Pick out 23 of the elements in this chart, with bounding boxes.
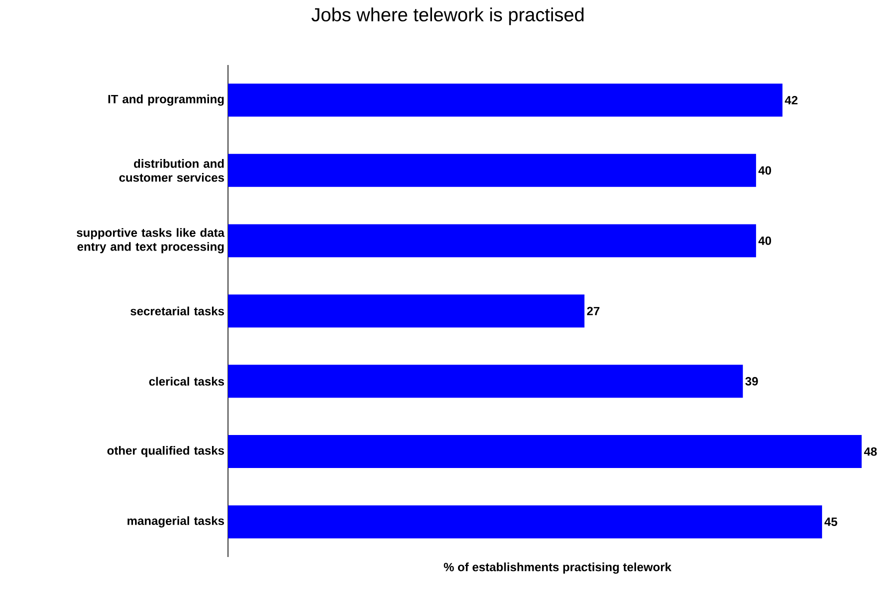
- bar: [228, 224, 756, 258]
- y-tick-label: IT and programming: [108, 94, 224, 106]
- bar: [228, 364, 743, 398]
- y-tick-label: clerical tasks: [149, 376, 224, 386]
- bar: [228, 154, 756, 187]
- bar: [228, 294, 584, 328]
- chart-title: Jobs where telework is practised: [312, 8, 584, 26]
- bar: [228, 505, 822, 538]
- y-tick-label: distribution and customer services: [119, 159, 224, 182]
- y-tick-label: supportive tasks like data entry and text processing: [76, 228, 225, 254]
- data-label: 48: [864, 447, 877, 456]
- data-label: 40: [758, 236, 772, 245]
- y-tick-label: other qualified tasks: [107, 446, 224, 458]
- bar: [228, 435, 862, 468]
- x-axis-title: % of establishments practising telework: [444, 562, 672, 574]
- data-label: 42: [784, 96, 798, 104]
- y-tick-label: managerial tasks: [128, 516, 224, 528]
- data-label: 40: [758, 166, 772, 175]
- data-label: 27: [587, 306, 600, 316]
- bar: [228, 84, 782, 117]
- data-label: 39: [745, 377, 758, 386]
- y-tick-label: secretarial tasks: [130, 306, 224, 316]
- data-label: 45: [824, 518, 838, 526]
